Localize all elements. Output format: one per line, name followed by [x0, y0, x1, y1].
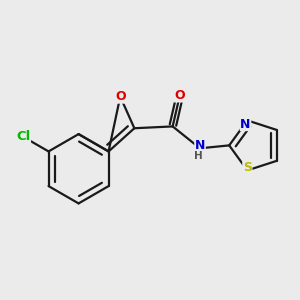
Text: S: S: [243, 161, 252, 174]
Text: O: O: [115, 90, 126, 103]
Text: H: H: [194, 151, 203, 160]
Text: Cl: Cl: [16, 130, 30, 143]
Text: N: N: [240, 118, 251, 130]
Text: N: N: [195, 139, 205, 152]
Text: O: O: [174, 89, 184, 102]
